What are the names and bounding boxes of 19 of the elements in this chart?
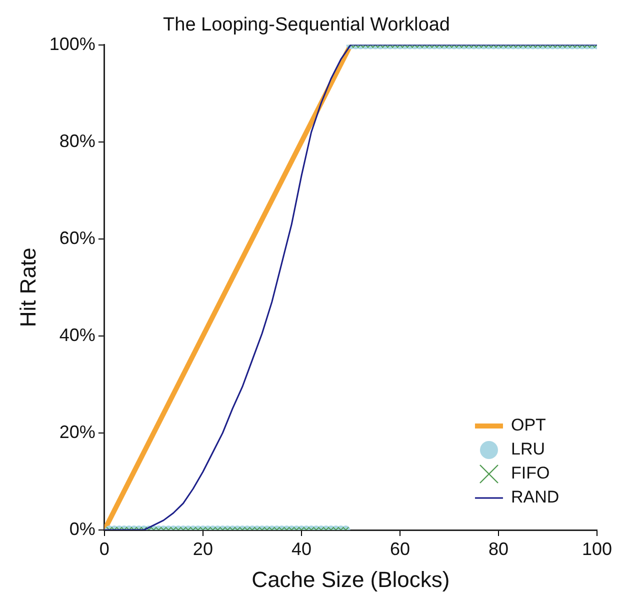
y-tick-label: 0%	[69, 518, 96, 539]
legend-label: FIFO	[510, 464, 550, 483]
y-tick-label: 60%	[59, 228, 96, 248]
x-tick-label: 20	[192, 538, 213, 559]
x-tick-label: 0	[99, 538, 110, 559]
x-axis-title: Cache Size (Blocks)	[252, 566, 450, 592]
legend-label: OPT	[510, 416, 546, 435]
y-tick-label: 80%	[59, 130, 96, 151]
x-tick-label: 80	[488, 538, 508, 559]
y-tick-label: 100%	[49, 34, 96, 54]
legend-label: LRU	[510, 440, 545, 459]
y-tick-label: 40%	[59, 324, 96, 345]
y-tick-label: 20%	[59, 422, 96, 442]
legend-label: RAND	[510, 488, 560, 507]
x-tick-label: 100	[582, 538, 612, 559]
chart-title: The Looping-Sequential Workload	[163, 14, 450, 36]
x-tick-label: 60	[390, 538, 410, 559]
x-tick-label: 40	[291, 538, 312, 559]
y-axis-title: Hit Rate	[15, 248, 40, 328]
